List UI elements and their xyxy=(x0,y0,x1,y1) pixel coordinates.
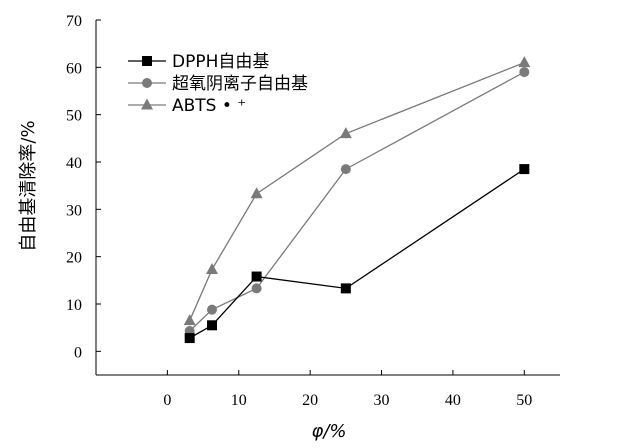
data-point xyxy=(207,304,217,315)
x-tick-label: 10 xyxy=(231,392,247,409)
legend-item: ABTS • ⁺ xyxy=(128,96,246,116)
y-axis-title: 自由基清除率/% xyxy=(18,120,39,251)
data-point xyxy=(183,314,196,326)
legend-label: 超氧阴离子自由基 xyxy=(172,74,308,94)
series-circle xyxy=(184,67,530,336)
y-tick-label: 0 xyxy=(74,344,82,361)
x-tick-label: 30 xyxy=(374,392,390,409)
legend-marker xyxy=(142,78,152,88)
y-tick-label: 60 xyxy=(66,60,82,77)
legend-item: DPPH自由基 xyxy=(128,52,269,72)
data-point xyxy=(184,333,195,344)
data-point xyxy=(251,283,262,294)
data-point xyxy=(340,283,351,294)
data-point xyxy=(519,67,530,78)
series-triangle xyxy=(183,56,531,326)
x-tick-label: 0 xyxy=(163,392,171,409)
legend-label: ABTS • ⁺ xyxy=(172,96,246,116)
y-tick-label: 50 xyxy=(66,108,82,125)
series-layer xyxy=(183,56,531,344)
x-axis-title: φ/% xyxy=(311,421,346,442)
y-tick-label: 30 xyxy=(66,202,82,219)
data-point xyxy=(250,187,263,199)
data-point xyxy=(206,262,218,274)
data-point xyxy=(339,127,352,139)
y-tick-label: 20 xyxy=(66,250,82,267)
data-point xyxy=(251,271,262,282)
y-tick-label: 10 xyxy=(66,297,82,314)
y-tick-label: 70 xyxy=(66,13,82,30)
axes xyxy=(95,20,560,376)
series-line xyxy=(189,168,525,339)
ticks: 0 10 20 30 40 50 60 70 0 10 20 30 40 50 xyxy=(66,13,532,409)
legend-marker xyxy=(141,98,153,110)
y-tick-label: 40 xyxy=(66,155,82,172)
data-point xyxy=(518,56,531,68)
x-tick-label: 20 xyxy=(302,392,318,409)
data-point xyxy=(519,164,530,175)
legend-label: DPPH自由基 xyxy=(172,52,269,72)
x-tick-label: 40 xyxy=(445,392,461,409)
legend-item: 超氧阴离子自由基 xyxy=(128,74,308,94)
series-square xyxy=(184,164,530,344)
data-point xyxy=(340,164,351,175)
legend-marker xyxy=(142,56,152,66)
data-point xyxy=(207,320,217,331)
x-tick-label: 50 xyxy=(516,392,532,409)
